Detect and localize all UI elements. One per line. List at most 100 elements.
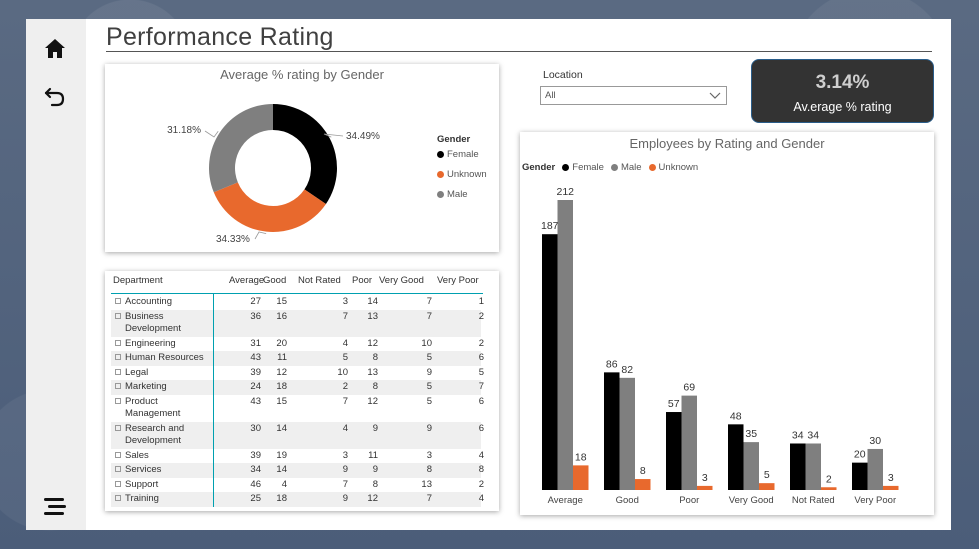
matrix-value-cell: 18 (276, 381, 287, 392)
matrix-value-cell: 2 (478, 337, 484, 349)
bar-unknown[interactable] (697, 485, 713, 490)
matrix-value-cell: 4 (281, 478, 287, 490)
x-axis-tick-label: Poor (679, 495, 699, 506)
donut-legend-unknown[interactable]: Unknown (437, 169, 487, 180)
matrix-department-cell: Support (125, 478, 159, 490)
bar-female[interactable] (728, 424, 744, 490)
donut-data-label: 34.49% (346, 131, 380, 142)
bar-legend-female[interactable]: Female (562, 162, 604, 173)
table-row[interactable]: Marketing 24 18 2 8 5 7 (111, 380, 484, 395)
title-divider (106, 51, 932, 52)
bar-data-label: 48 (730, 410, 742, 422)
bar-legend: Gender Female Male Unknown (522, 162, 698, 173)
matrix-value-cell: 43 (250, 395, 261, 407)
legend-dot (437, 151, 444, 158)
x-axis-tick-label: Good (616, 495, 639, 506)
matrix-department-cell: Services (125, 464, 162, 475)
donut-legend-female[interactable]: Female (437, 149, 487, 160)
home-icon[interactable] (41, 35, 69, 63)
bar-male[interactable] (743, 442, 760, 490)
bar-data-label: 3 (702, 472, 708, 484)
expand-icon[interactable] (115, 397, 121, 404)
matrix-value-cell: 24 (250, 381, 261, 392)
donut-card: Average % rating by Gender 34.49% 34.33% 3… (105, 64, 499, 252)
donut-slice-unknown[interactable] (213, 182, 326, 233)
matrix-value-cell: 8 (372, 381, 378, 392)
matrix-value-cell: 7 (342, 395, 348, 407)
bar-data-label: 86 (606, 358, 618, 370)
menu-icon[interactable] (41, 493, 69, 521)
matrix-col-header[interactable]: Department (113, 275, 163, 286)
matrix-value-cell: 31 (250, 337, 261, 349)
table-row[interactable]: Engineering 31 20 4 12 10 2 (111, 337, 484, 352)
bar-male[interactable] (867, 448, 884, 490)
table-row[interactable]: Business Development 36 16 7 13 7 2 (111, 309, 484, 337)
expand-icon[interactable] (115, 451, 121, 458)
bar-female[interactable] (604, 372, 620, 490)
donut-slice-female[interactable] (273, 104, 337, 204)
expand-icon[interactable] (115, 354, 121, 360)
donut-legend-male[interactable]: Male (437, 189, 487, 200)
bar-data-label: 35 (745, 428, 757, 440)
bar-data-label: 18 (575, 451, 587, 463)
expand-icon[interactable] (115, 466, 121, 472)
table-row[interactable]: Human Resources 43 11 5 8 5 6 (111, 351, 484, 366)
table-row[interactable]: Research and Development 30 14 4 9 9 6 (111, 421, 484, 449)
donut-legend: Gender Female Unknown Male (437, 134, 487, 200)
bar-male[interactable] (681, 395, 698, 490)
expand-icon[interactable] (115, 495, 121, 501)
bar-chart-title: Employees by Rating and Gender (629, 136, 825, 151)
bar-female[interactable] (666, 412, 682, 490)
sidebar (26, 19, 86, 530)
expand-icon[interactable] (115, 312, 121, 319)
matrix-value-cell: 7 (342, 478, 348, 490)
expand-icon[interactable] (115, 339, 121, 346)
bar-legend-unknown[interactable]: Unknown (648, 162, 698, 173)
table-row[interactable]: Services 34 14 9 9 8 8 (111, 463, 484, 478)
expand-icon[interactable] (115, 368, 121, 375)
matrix-value-cell: 15 (276, 395, 287, 407)
expand-icon[interactable] (115, 480, 121, 487)
matrix-value-cell: 4 (342, 422, 348, 434)
bar-data-label: 212 (556, 186, 574, 198)
bar-legend-male[interactable]: Male (610, 162, 642, 173)
table-row[interactable]: Legal 39 12 10 13 9 5 (111, 366, 484, 381)
bar-unknown[interactable] (635, 479, 651, 490)
expand-icon[interactable] (115, 424, 121, 431)
matrix-col-header[interactable]: Average (229, 275, 265, 286)
matrix-value-cell: 8 (426, 464, 432, 475)
bar-unknown[interactable] (883, 485, 899, 490)
legend-dot (610, 164, 618, 171)
bar-female[interactable] (790, 443, 806, 490)
matrix-col-header[interactable]: Very Poor (437, 275, 479, 286)
expand-icon[interactable] (115, 298, 121, 304)
bar-unknown[interactable] (759, 483, 775, 490)
matrix-value-cell: 4 (478, 449, 484, 461)
donut-slice-male[interactable] (209, 104, 273, 193)
bar-unknown[interactable] (573, 465, 589, 490)
matrix-col-header[interactable]: Poor (352, 275, 373, 286)
table-row[interactable]: Support 46 4 7 8 13 2 (111, 478, 484, 493)
bar-female[interactable] (542, 234, 558, 490)
table-row[interactable]: Product Management 43 15 7 12 5 6 (111, 395, 484, 422)
table-row[interactable]: Training 25 18 9 12 7 4 (111, 492, 484, 507)
matrix-col-header[interactable]: Good (263, 275, 287, 286)
matrix-col-header[interactable]: Very Good (379, 275, 424, 286)
matrix-value-cell: 11 (368, 449, 378, 461)
expand-icon[interactable] (115, 383, 121, 389)
matrix-value-cell: 2 (478, 310, 484, 322)
matrix-value-cell: 7 (478, 381, 484, 392)
table-row[interactable]: Accounting 27 15 3 14 7 1 (111, 295, 484, 310)
matrix-col-header[interactable]: Not Rated (298, 275, 341, 286)
bar-female[interactable] (852, 462, 868, 490)
matrix-value-cell: 13 (367, 310, 378, 322)
bar-unknown[interactable] (821, 487, 837, 490)
back-arrow-icon[interactable] (41, 83, 69, 111)
table-row[interactable]: Sales 39 19 3 11 3 4 (111, 449, 484, 464)
location-dropdown[interactable]: All (540, 86, 727, 105)
kpi-card: 3.14% Av.erage % rating (751, 59, 934, 123)
bar-male[interactable] (619, 377, 636, 490)
bar-male[interactable] (557, 200, 574, 490)
matrix-value-cell: 9 (426, 366, 432, 378)
bar-male[interactable] (805, 443, 822, 490)
